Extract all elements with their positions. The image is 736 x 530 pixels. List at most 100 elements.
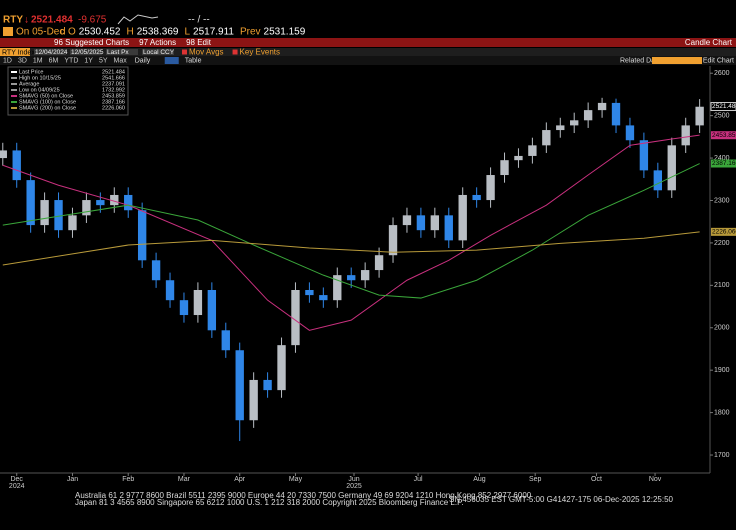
- range-button[interactable]: 1D: [3, 57, 12, 64]
- value-tag: [711, 227, 736, 236]
- candle-body: [430, 215, 440, 231]
- candle-body: [639, 140, 649, 171]
- candle-body: [625, 125, 635, 141]
- security-field[interactable]: [0, 48, 30, 56]
- legend-label: SMAVG (50) on Close: [19, 93, 73, 99]
- edit-chart[interactable]: Edit Chart: [703, 57, 734, 64]
- candle-body: [333, 275, 342, 301]
- toolbar-button[interactable]: 96 Suggested Charts: [54, 38, 129, 47]
- down-arrow: ↓: [24, 15, 29, 26]
- candle-body: [542, 130, 551, 146]
- candle-body: [472, 194, 481, 201]
- option[interactable]: Mov Avgs: [189, 48, 224, 57]
- candle-body: [695, 106, 704, 126]
- range-button[interactable]: 6M: [49, 57, 59, 64]
- y-tick-label: 2200: [714, 240, 730, 247]
- candle-body: [528, 145, 537, 156]
- candle-body: [653, 170, 663, 191]
- candle-body: [221, 330, 230, 351]
- table-button[interactable]: Table: [185, 57, 202, 64]
- candle-body: [291, 290, 300, 346]
- legend-label: Average: [19, 81, 39, 87]
- y-tick-label: 1800: [714, 409, 730, 416]
- candle-body: [263, 379, 272, 391]
- field-box[interactable]: [34, 49, 66, 55]
- x-tick-label: Oct: [591, 476, 602, 483]
- candle-body: [319, 295, 328, 301]
- range-button[interactable]: Max: [114, 57, 128, 64]
- y-tick-label: 2000: [714, 325, 730, 332]
- quote-label: Prev: [240, 27, 261, 38]
- quote-value: 2517.911: [193, 27, 234, 38]
- chart-type[interactable]: Candle Chart: [685, 38, 733, 47]
- field-value[interactable]: 12/04/2024: [35, 49, 68, 56]
- field-box[interactable]: [652, 57, 702, 64]
- legend-value: 2387.166: [102, 99, 125, 105]
- quote-value: 2530.452: [79, 27, 121, 38]
- value-tag-label: 2226.060: [712, 229, 736, 236]
- checkbox[interactable]: [182, 49, 187, 55]
- legend-value: 2453.859: [102, 93, 125, 99]
- checkbox[interactable]: [232, 49, 238, 55]
- quote-freq: d: [60, 27, 66, 38]
- related-data[interactable]: Related Data: [620, 57, 661, 64]
- ticker: RTY: [3, 15, 23, 26]
- candle-body: [681, 125, 690, 146]
- candle-body: [667, 145, 676, 191]
- candle-body: [402, 215, 412, 226]
- security[interactable]: RTY Index: [2, 49, 35, 56]
- value-tag-label: 2387.166: [712, 160, 736, 167]
- quote-value: 2538.369: [137, 27, 179, 38]
- range-button[interactable]: YTD: [64, 57, 78, 64]
- candle-body: [54, 200, 63, 231]
- y-tick-label: 1900: [714, 367, 730, 374]
- candle-body: [82, 200, 91, 216]
- security-bar: [0, 48, 736, 56]
- candle-body: [597, 102, 607, 111]
- field-value[interactable]: 12/05/2025: [71, 49, 104, 56]
- field-box[interactable]: [142, 49, 174, 55]
- x-tick-label: Apr: [234, 476, 246, 483]
- candle-body: [26, 180, 35, 226]
- legend-value: 2521.484: [102, 69, 125, 75]
- candle-body: [416, 215, 426, 231]
- candle-body: [514, 155, 523, 161]
- candle-body: [179, 300, 189, 316]
- period[interactable]: Daily: [135, 57, 151, 64]
- candle-body: [207, 290, 217, 331]
- field-box[interactable]: [106, 49, 138, 55]
- y-tick-label: 1700: [714, 452, 730, 459]
- range-button[interactable]: 5Y: [99, 57, 108, 64]
- range-button[interactable]: 1M: [33, 57, 43, 64]
- candle-body: [165, 280, 175, 301]
- toolbar-button[interactable]: 98 Edit: [186, 38, 212, 47]
- period-box[interactable]: [164, 57, 179, 64]
- option[interactable]: Key Events: [240, 48, 280, 57]
- y-tick-label: 2400: [714, 155, 730, 162]
- x-tick-label: Aug: [473, 476, 486, 483]
- legend-value: 2226.060: [102, 105, 125, 111]
- action-bar: [0, 38, 736, 47]
- x-tick-label: Feb: [122, 476, 134, 483]
- range-button[interactable]: 3D: [18, 57, 27, 64]
- legend-value: 2541.666: [102, 75, 125, 81]
- field-box[interactable]: [70, 49, 102, 55]
- toolbar-button[interactable]: 97 Actions: [139, 38, 176, 47]
- field-value[interactable]: Last Px: [107, 49, 129, 56]
- footer-line: Japan 81 3 4565 8900 Singapore 65 6212 1…: [75, 498, 464, 507]
- candle-body: [249, 379, 258, 421]
- y-tick-label: 2600: [714, 70, 730, 77]
- range-button[interactable]: 1Y: [84, 57, 93, 64]
- x-tick-label: Sep: [529, 476, 542, 483]
- quote-icon: [3, 27, 13, 36]
- candle-body: [193, 290, 203, 316]
- moving-average: [2, 163, 700, 299]
- quote-label: H: [127, 27, 134, 38]
- x-tick-label: May: [289, 476, 303, 483]
- candle-body: [40, 200, 49, 226]
- last-price: 2521.484: [31, 15, 73, 26]
- field-value[interactable]: Local CCY: [143, 49, 175, 56]
- candle-body: [305, 290, 314, 296]
- legend-value: 2237.091: [102, 81, 125, 87]
